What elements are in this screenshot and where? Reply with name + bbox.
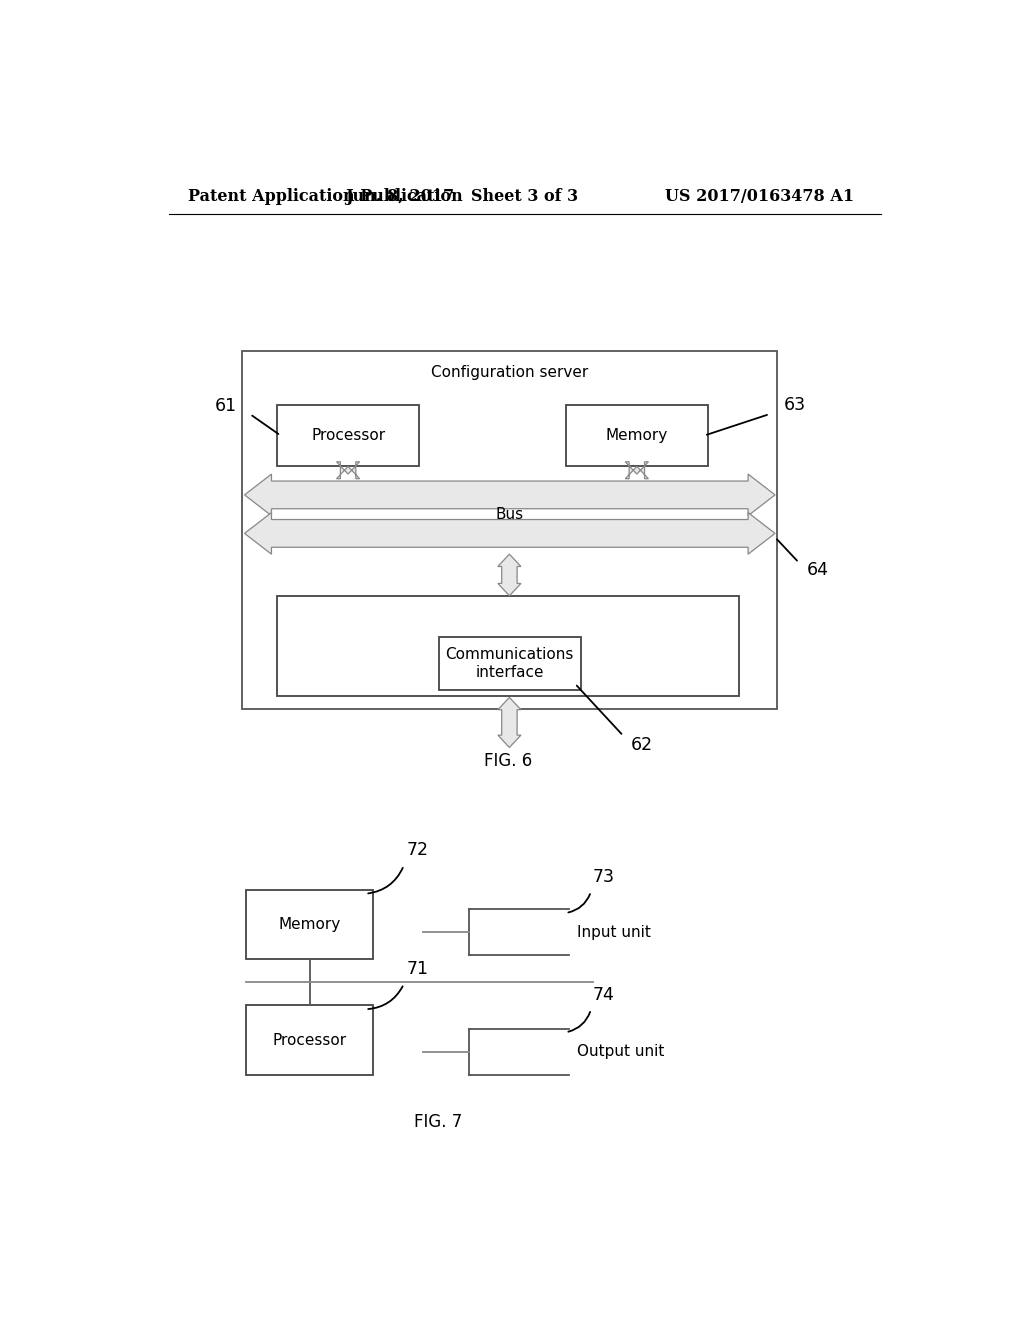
- Text: Bus: Bus: [496, 507, 524, 521]
- Bar: [276, 595, 739, 696]
- Bar: [246, 1006, 373, 1074]
- Text: 74: 74: [593, 986, 614, 1003]
- Text: US 2017/0163478 A1: US 2017/0163478 A1: [666, 189, 854, 206]
- Text: 61: 61: [215, 397, 237, 416]
- Text: 73: 73: [593, 869, 614, 886]
- Text: 62: 62: [631, 737, 653, 754]
- Text: Configuration server: Configuration server: [431, 364, 589, 380]
- Text: Communications
interface: Communications interface: [445, 647, 574, 680]
- Text: Output unit: Output unit: [578, 1044, 665, 1059]
- Polygon shape: [337, 462, 359, 479]
- Bar: [246, 890, 373, 960]
- Polygon shape: [245, 512, 775, 554]
- Text: FIG. 6: FIG. 6: [483, 751, 532, 770]
- Text: 64: 64: [807, 561, 828, 579]
- Polygon shape: [245, 474, 775, 516]
- Polygon shape: [626, 462, 648, 479]
- Bar: [276, 405, 419, 466]
- Polygon shape: [498, 697, 521, 747]
- Text: 71: 71: [407, 960, 428, 978]
- Text: Patent Application Publication: Patent Application Publication: [188, 189, 463, 206]
- Polygon shape: [498, 554, 521, 595]
- Text: 63: 63: [783, 396, 806, 413]
- Text: Memory: Memory: [606, 428, 668, 444]
- Text: 72: 72: [407, 841, 428, 859]
- Bar: [438, 638, 581, 689]
- Text: Jun. 8, 2017   Sheet 3 of 3: Jun. 8, 2017 Sheet 3 of 3: [345, 189, 579, 206]
- Text: Processor: Processor: [311, 428, 385, 444]
- Bar: [565, 405, 708, 466]
- Text: Input unit: Input unit: [578, 925, 651, 940]
- Text: FIG. 7: FIG. 7: [415, 1114, 463, 1131]
- Text: Memory: Memory: [279, 917, 341, 932]
- Text: Processor: Processor: [272, 1032, 347, 1048]
- Bar: [243, 351, 777, 709]
